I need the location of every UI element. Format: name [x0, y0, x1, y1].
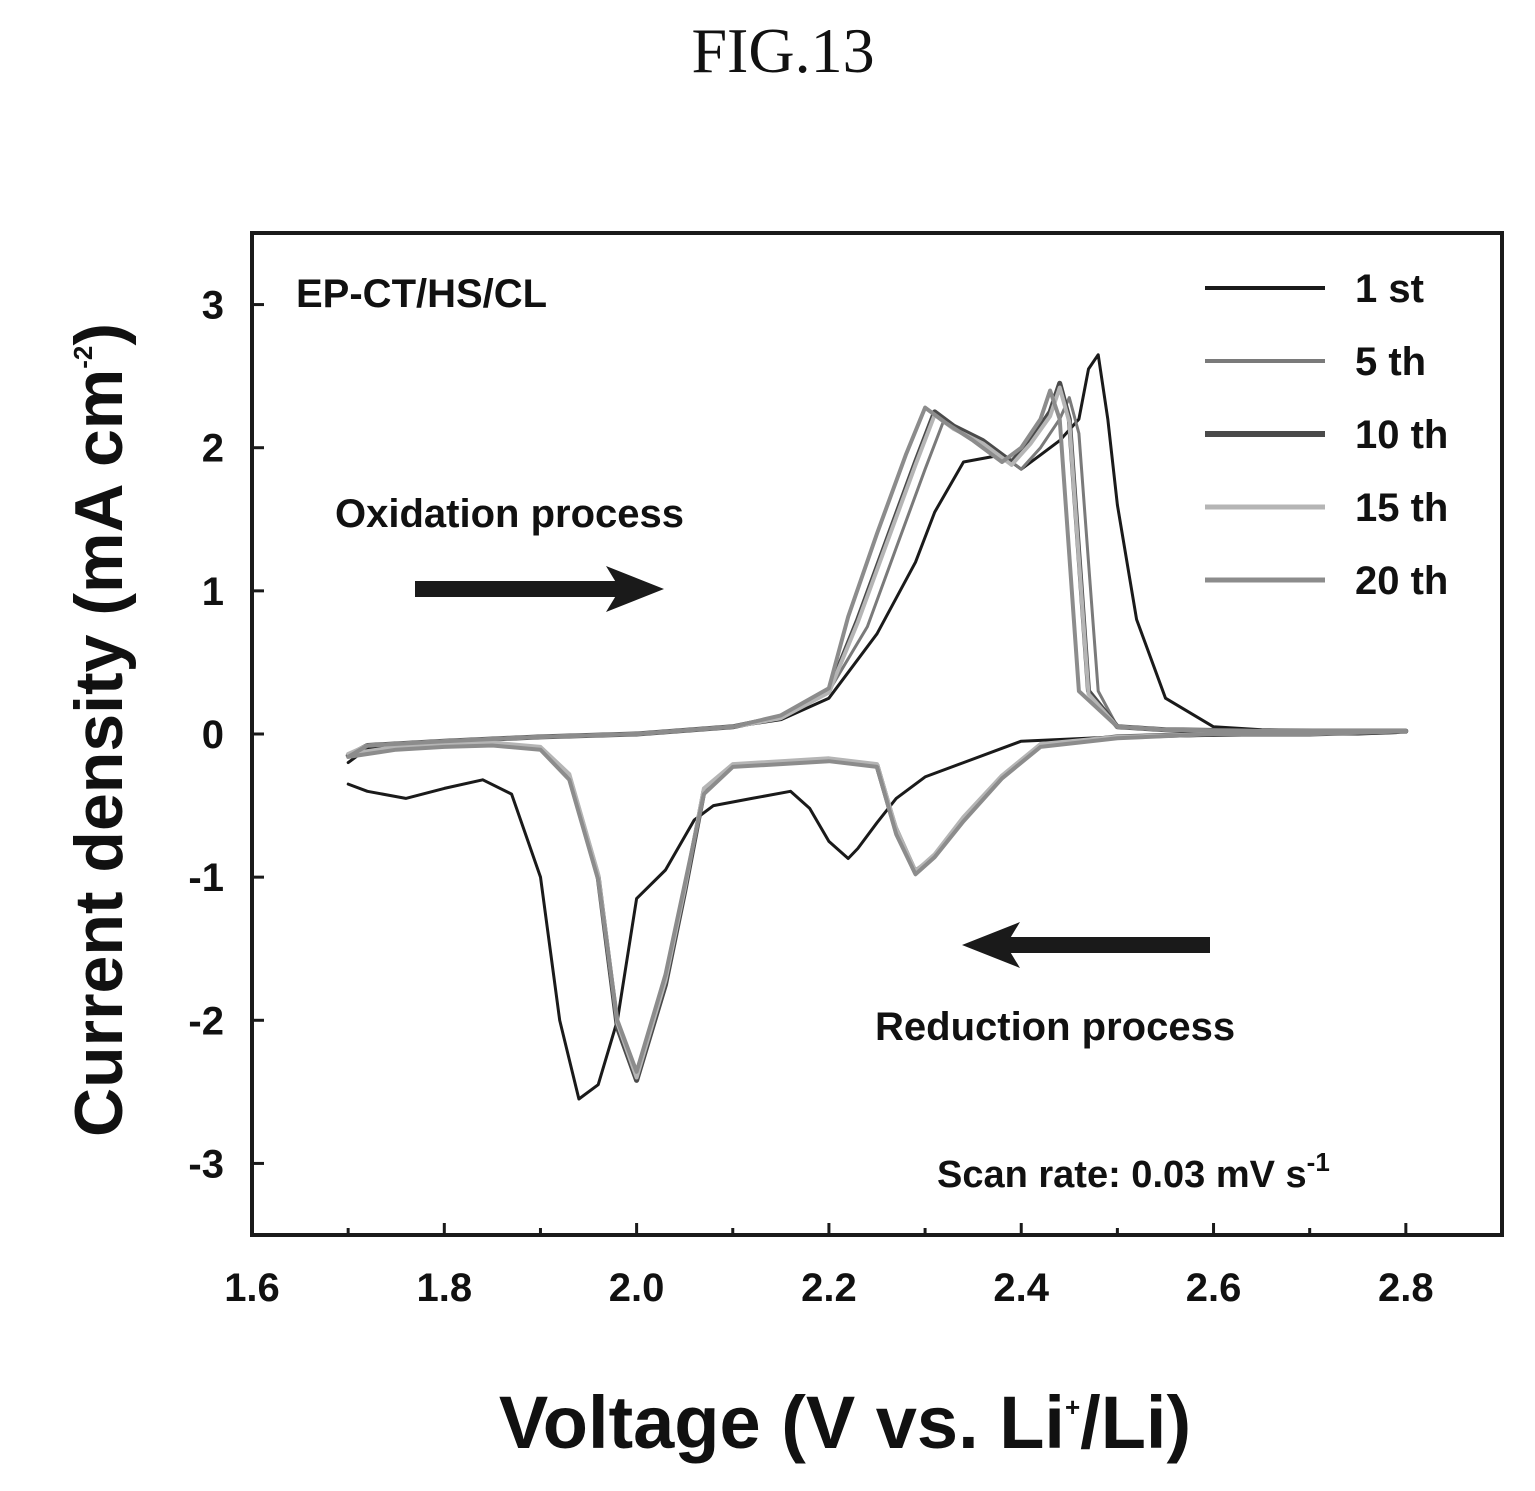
legend: 1 st 5 th 10 th 15 th 20 th: [1205, 267, 1448, 603]
legend-label-0: 1 st: [1355, 267, 1424, 311]
x-axis-label-tail: /Li): [1080, 1381, 1191, 1464]
x-tick-label-3: 2.2: [801, 1266, 857, 1310]
legend-label-2: 10 th: [1355, 413, 1448, 457]
x-axis-label-sup: +: [1065, 1392, 1080, 1422]
x-tick-label-4: 2.4: [993, 1266, 1049, 1310]
x-axis-label: Voltage (V vs. Li+/Li): [499, 1381, 1191, 1464]
y-tick-label-0: 3: [202, 284, 224, 328]
x-tick-label-1: 1.8: [417, 1266, 473, 1310]
x-tick-label-5: 2.6: [1186, 1266, 1242, 1310]
y-axis-label-sup: -2: [68, 346, 98, 369]
reduction-arrow: [962, 922, 1210, 968]
y-axis-label-main: Current density (mA cm: [61, 369, 137, 1137]
x-axis-label-main: Voltage (V vs. Li: [499, 1381, 1065, 1464]
oxidation-label: Oxidation process: [335, 492, 684, 536]
x-tick-label-2: 2.0: [609, 1266, 665, 1310]
y-tick-label-4: -1: [188, 856, 224, 900]
x-tick-label-6: 2.8: [1378, 1266, 1434, 1310]
y-tick-label-6: -3: [188, 1142, 224, 1186]
series-layer: [345, 353, 1409, 1101]
scan-rate-main: Scan rate: 0.03 mV s: [937, 1154, 1307, 1196]
oxidation-arrow: [415, 566, 664, 612]
reduction-label: Reduction process: [875, 1005, 1235, 1049]
series-line-0: [346, 353, 1408, 1101]
y-tick-label-3: 0: [202, 713, 224, 757]
y-axis-label-tail: ): [61, 323, 137, 346]
x-tick-label-0: 1.6: [224, 1266, 280, 1310]
ticks-layer: 1.6 1.8 2.0 2.2 2.4 2.6 2.8 3 2 1 0 -1 -2 -3: [188, 284, 1433, 1310]
scan-rate-sup: -1: [1307, 1147, 1330, 1177]
y-tick-label-5: -2: [188, 999, 224, 1043]
sample-label: EP-CT/HS/CL: [296, 272, 547, 316]
legend-label-1: 5 th: [1355, 340, 1426, 384]
figure-title: FIG.13: [691, 15, 874, 86]
y-tick-label-1: 2: [202, 427, 224, 471]
scan-rate-label: Scan rate: 0.03 mV s-1: [937, 1147, 1330, 1196]
series-line-4: [346, 388, 1408, 1074]
y-axis-label: Current density (mA cm-2): [61, 323, 137, 1137]
legend-label-3: 15 th: [1355, 486, 1448, 530]
legend-label-4: 20 th: [1355, 559, 1448, 603]
y-tick-label-2: 1: [202, 570, 224, 614]
